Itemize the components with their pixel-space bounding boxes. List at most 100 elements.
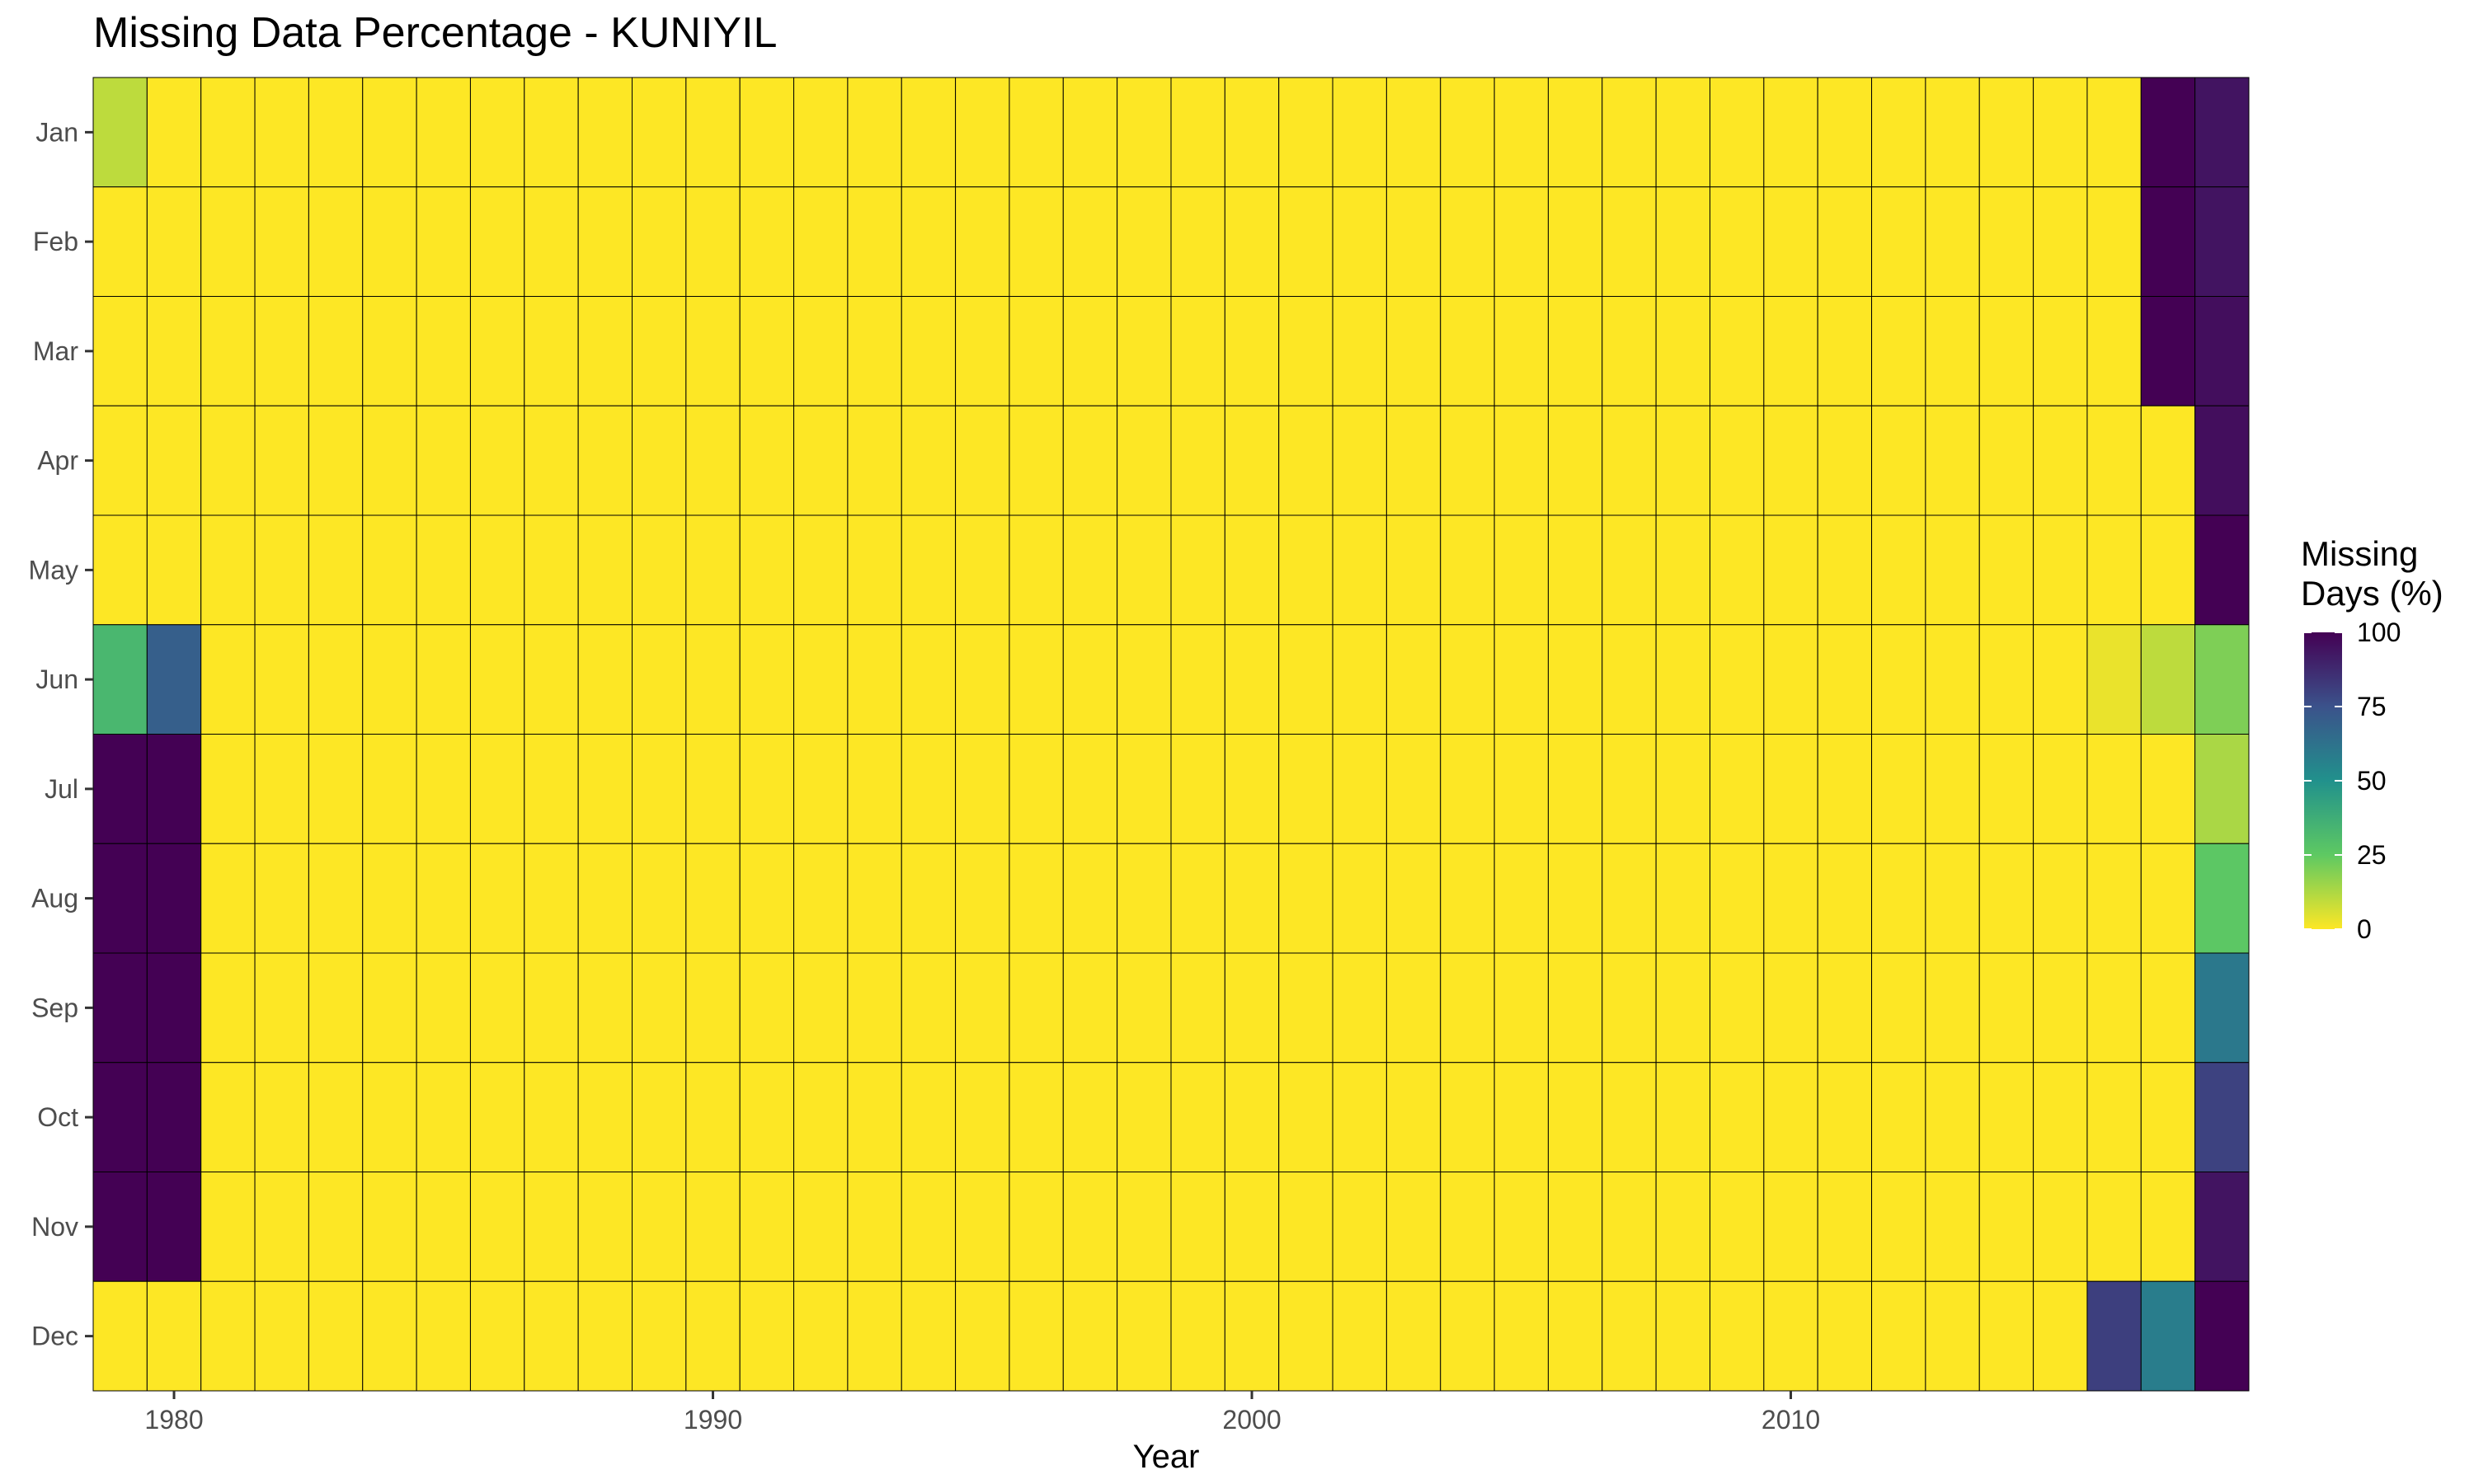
heatmap-cell-2012-nov (1871, 1172, 1926, 1282)
heatmap-cell-2005-jan (1493, 77, 1549, 188)
heatmap-cell-1994-jan (901, 77, 957, 188)
heatmap-cell-1994-jun (901, 624, 957, 735)
heatmap-cell-2008-aug (1655, 843, 1711, 954)
heatmap-cell-1984-aug (362, 843, 417, 954)
heatmap-cell-1991-aug (739, 843, 795, 954)
heatmap-cell-1986-may (469, 514, 525, 626)
heatmap-cell-1997-feb (1062, 186, 1118, 297)
heatmap-cell-1992-nov (793, 1172, 849, 1282)
heatmap-cell-1980-may (146, 514, 202, 626)
heatmap-cell-1992-mar (793, 296, 849, 406)
heatmap-cell-1979-oct (92, 1062, 148, 1172)
heatmap-cell-1982-oct (254, 1062, 309, 1172)
heatmap-cell-1987-jun (524, 624, 579, 735)
heatmap-cell-2014-jul (1978, 734, 2034, 844)
heatmap-cell-1979-sep (92, 952, 148, 1064)
heatmap-cell-2015-apr (2033, 405, 2088, 516)
heatmap-cell-1980-jan (146, 77, 202, 188)
heatmap-cell-2011-jan (1817, 77, 1873, 188)
heatmap-cell-2011-may (1817, 514, 1873, 626)
heatmap-cell-1997-jan (1062, 77, 1118, 188)
heatmap-cell-1986-jan (469, 77, 525, 188)
heatmap-cell-2002-apr (1332, 405, 1387, 516)
heatmap-cell-1987-aug (524, 843, 579, 954)
heatmap-cell-2008-nov (1655, 1172, 1711, 1282)
heatmap-cell-2017-sep (2140, 952, 2196, 1064)
heatmap-cell-1989-jun (632, 624, 687, 735)
heatmap-cell-2009-jul (1710, 734, 1765, 844)
heatmap-cell-1998-jun (1117, 624, 1172, 735)
heatmap-cell-1990-aug (685, 843, 741, 954)
heatmap-cell-1999-aug (1170, 843, 1225, 954)
heatmap-cell-2015-may (2033, 514, 2088, 626)
heatmap-cell-2014-oct (1978, 1062, 2034, 1172)
heatmap-cell-2003-dec (1385, 1280, 1442, 1392)
heatmap-cell-1990-jul (685, 734, 741, 844)
heatmap-cell-1985-aug (416, 843, 471, 954)
heatmap-cell-1999-oct (1170, 1062, 1225, 1172)
heatmap-cell-1984-jan (362, 77, 417, 188)
y-tick-label-apr: Apr (37, 446, 78, 476)
heatmap-cell-2005-sep (1493, 952, 1549, 1064)
heatmap-cell-2015-jul (2033, 734, 2088, 844)
heatmap-cell-2007-sep (1602, 952, 1657, 1064)
heatmap-cell-2006-jan (1547, 77, 1603, 188)
heatmap-cell-1980-nov (146, 1172, 202, 1282)
heatmap-cell-2001-oct (1278, 1062, 1333, 1172)
heatmap-cell-2001-sep (1278, 952, 1333, 1064)
heatmap-cell-1988-dec (577, 1280, 633, 1392)
heatmap-cell-2018-oct (2194, 1062, 2250, 1172)
heatmap-cell-1999-sep (1170, 952, 1225, 1064)
heatmap-cell-1993-apr (847, 405, 902, 516)
x-tick-label-2010: 2010 (1761, 1405, 1820, 1435)
heatmap-cell-1979-mar (92, 296, 148, 406)
heatmap-cell-2005-mar (1493, 296, 1549, 406)
heatmap-cell-1987-jan (524, 77, 579, 188)
heatmap-cell-2017-jun (2140, 624, 2196, 735)
heatmap-cell-2018-apr (2194, 405, 2250, 516)
heatmap-cell-1995-jan (955, 77, 1010, 188)
heatmap-cell-1998-may (1117, 514, 1172, 626)
heatmap-cell-2011-apr (1817, 405, 1873, 516)
heatmap-cell-1987-nov (524, 1172, 579, 1282)
heatmap-cell-2007-jan (1602, 77, 1657, 188)
heatmap-cell-1990-oct (685, 1062, 741, 1172)
heatmap-cell-2011-dec (1817, 1280, 1873, 1392)
heatmap-cell-1998-mar (1117, 296, 1172, 406)
heatmap-cell-1991-dec (739, 1280, 795, 1392)
heatmap-cell-1990-may (685, 514, 741, 626)
heatmap-cell-2005-apr (1493, 405, 1549, 516)
heatmap-cell-1989-feb (632, 186, 687, 297)
heatmap-cell-1979-may (92, 514, 148, 626)
heatmap-cell-1986-sep (469, 952, 525, 1064)
heatmap-cell-1995-jul (955, 734, 1010, 844)
heatmap-cell-2010-apr (1763, 405, 1818, 516)
heatmap-cell-1995-sep (955, 952, 1010, 1064)
heatmap-cell-2004-may (1440, 514, 1495, 626)
heatmap-cell-2006-sep (1547, 952, 1603, 1064)
heatmap-cell-1985-apr (416, 405, 471, 516)
heatmap-cell-2007-apr (1602, 405, 1657, 516)
heatmap-cell-1982-feb (254, 186, 309, 297)
heatmap-cell-1990-nov (685, 1172, 741, 1282)
heatmap-cell-2015-oct (2033, 1062, 2088, 1172)
heatmap-cell-2016-feb (2086, 186, 2142, 297)
heatmap-cell-2007-aug (1602, 843, 1657, 954)
heatmap-cell-1999-apr (1170, 405, 1225, 516)
heatmap-cell-1984-dec (362, 1280, 417, 1392)
heatmap-cell-1996-mar (1009, 296, 1064, 406)
heatmap-cell-1996-aug (1009, 843, 1064, 954)
heatmap-cell-1986-mar (469, 296, 525, 406)
heatmap-cell-2004-dec (1440, 1280, 1495, 1392)
heatmap-cell-2012-dec (1871, 1280, 1926, 1392)
heatmap-cell-2000-apr (1224, 405, 1280, 516)
heatmap-cell-2011-oct (1817, 1062, 1873, 1172)
heatmap-cell-2009-aug (1710, 843, 1765, 954)
y-tick-label-jun: Jun (35, 665, 78, 694)
heatmap-cell-1982-dec (254, 1280, 309, 1392)
heatmap-cell-2008-jun (1655, 624, 1711, 735)
heatmap-cell-1990-jun (685, 624, 741, 735)
heatmap-cell-2016-may (2086, 514, 2142, 626)
heatmap-cell-1993-jun (847, 624, 902, 735)
heatmap-cell-1980-jun (146, 624, 202, 735)
